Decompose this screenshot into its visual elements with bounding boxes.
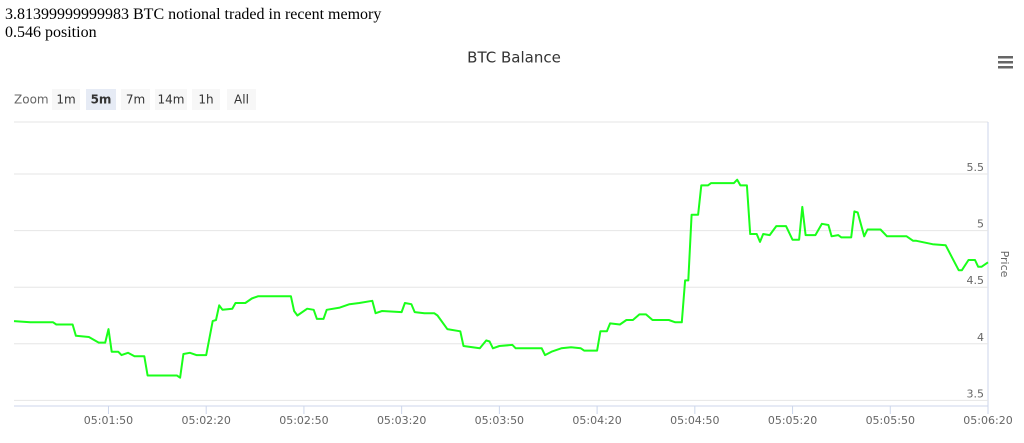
x-tick-label: 05:04:20	[572, 414, 621, 427]
zoom-button-bg	[86, 89, 116, 110]
zoom-button-bg	[155, 89, 187, 110]
zoom-label: Zoom	[14, 93, 49, 107]
zoom-button-label: 14m	[158, 93, 185, 107]
y-tick-label: 4	[977, 331, 984, 344]
position-text: 0.546 position	[5, 24, 97, 41]
x-tick-label: 05:05:20	[768, 414, 817, 427]
x-tick-label: 05:02:20	[181, 414, 230, 427]
zoom-button[interactable]: 5m	[86, 89, 116, 110]
y-tick-label: 3.5	[967, 387, 985, 400]
x-tick-label: 05:04:50	[670, 414, 719, 427]
zoom-button[interactable]: All	[227, 89, 256, 110]
price-line	[13, 178, 989, 379]
x-tick-label: 05:05:50	[866, 414, 915, 427]
notional-text: 3.81399999999983 BTC notional traded in …	[5, 6, 382, 23]
y-tick-label: 4.5	[967, 274, 985, 287]
zoom-button-label: 5m	[91, 93, 112, 107]
zoom-button[interactable]: 14m	[155, 89, 187, 110]
zoom-button-bg	[121, 89, 150, 110]
x-tick-label: 05:02:50	[279, 414, 328, 427]
x-tick-label: 05:03:20	[377, 414, 426, 427]
x-tick-label: 05:06:20	[963, 414, 1012, 427]
chart-title: BTC Balance	[467, 49, 561, 67]
menu-button[interactable]	[996, 52, 1016, 70]
zoom-button-bg	[52, 89, 80, 110]
y-tick-label: 5	[977, 218, 984, 231]
y-axis-title: Price	[998, 251, 1011, 278]
zoom-button[interactable]: 1m	[52, 89, 80, 110]
zoom-button-bg	[192, 89, 220, 110]
x-tick-label: 05:03:50	[475, 414, 524, 427]
zoom-button-bg	[227, 89, 256, 110]
zoom-button-label: 7m	[126, 93, 145, 107]
zoom-button-label: All	[234, 93, 249, 107]
zoom-button-label: 1h	[198, 93, 213, 107]
y-tick-label: 5.5	[967, 161, 985, 174]
zoom-button-label: 1m	[56, 93, 75, 107]
x-tick-label: 05:01:50	[84, 414, 133, 427]
zoom-button[interactable]: 7m	[121, 89, 150, 110]
zoom-button[interactable]: 1h	[192, 89, 220, 110]
